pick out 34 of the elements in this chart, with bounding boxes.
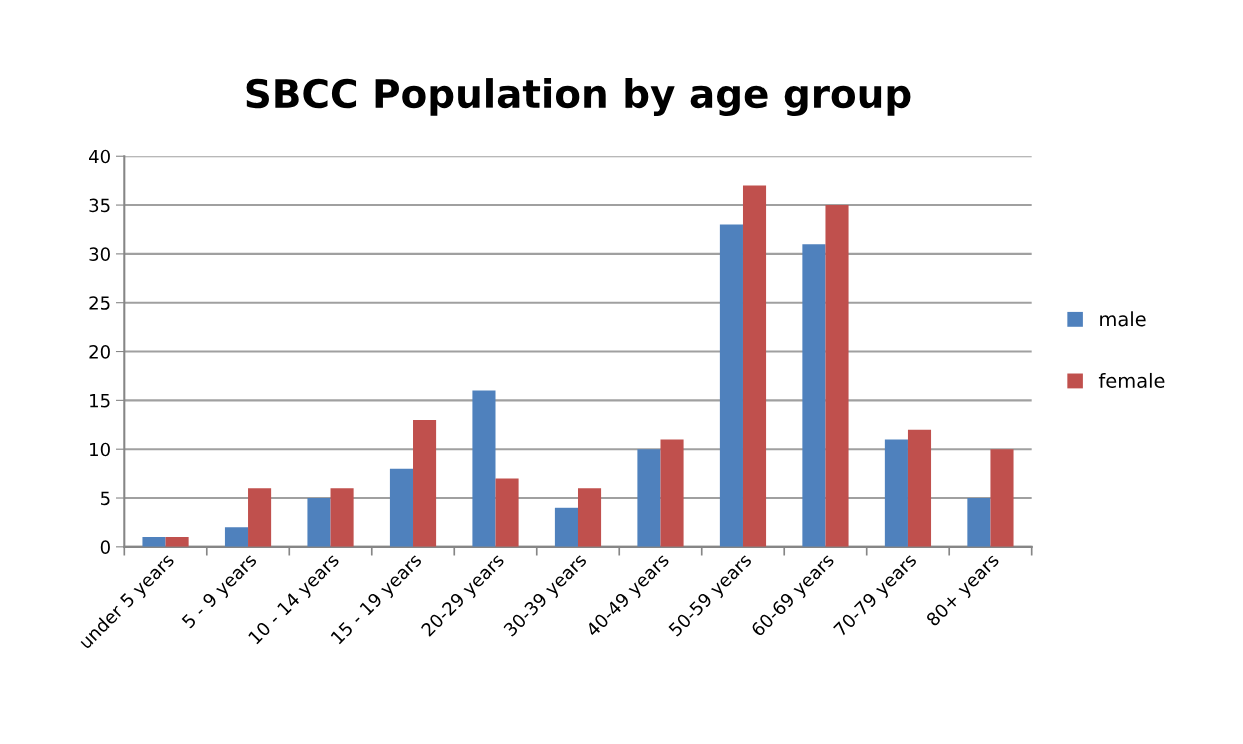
legend-label: male — [1100, 311, 1146, 327]
y-tick-label: 20 — [89, 345, 110, 359]
y-tick-label: 25 — [89, 296, 110, 310]
bar — [413, 419, 437, 547]
bar — [967, 498, 991, 547]
bar — [825, 205, 849, 547]
y-tick-label: 30 — [89, 247, 110, 262]
bar — [330, 488, 354, 547]
y-tick-label: 35 — [89, 198, 110, 213]
bar — [307, 498, 331, 547]
bar — [907, 429, 932, 547]
bar — [577, 488, 602, 547]
bar — [802, 244, 826, 547]
bar — [637, 449, 661, 547]
bar — [389, 468, 414, 547]
chart-title: SBCC Population by age group — [246, 78, 911, 117]
bar — [884, 439, 908, 547]
y-tick-label: 10 — [90, 442, 110, 457]
bar — [719, 224, 743, 547]
y-tick-label: 0 — [100, 540, 110, 554]
bar — [554, 507, 578, 547]
bar — [224, 527, 249, 547]
bar — [990, 449, 1014, 547]
y-tick-label: 40 — [89, 149, 110, 164]
bar — [495, 478, 519, 547]
bar — [660, 439, 684, 547]
bar — [742, 185, 767, 547]
bar — [165, 537, 189, 547]
bar — [248, 488, 272, 547]
y-tick-label: 5 — [101, 491, 110, 506]
y-tick-label: 15 — [90, 394, 110, 408]
legend-label: female — [1098, 372, 1165, 388]
bar — [472, 390, 496, 547]
bar — [142, 537, 166, 547]
